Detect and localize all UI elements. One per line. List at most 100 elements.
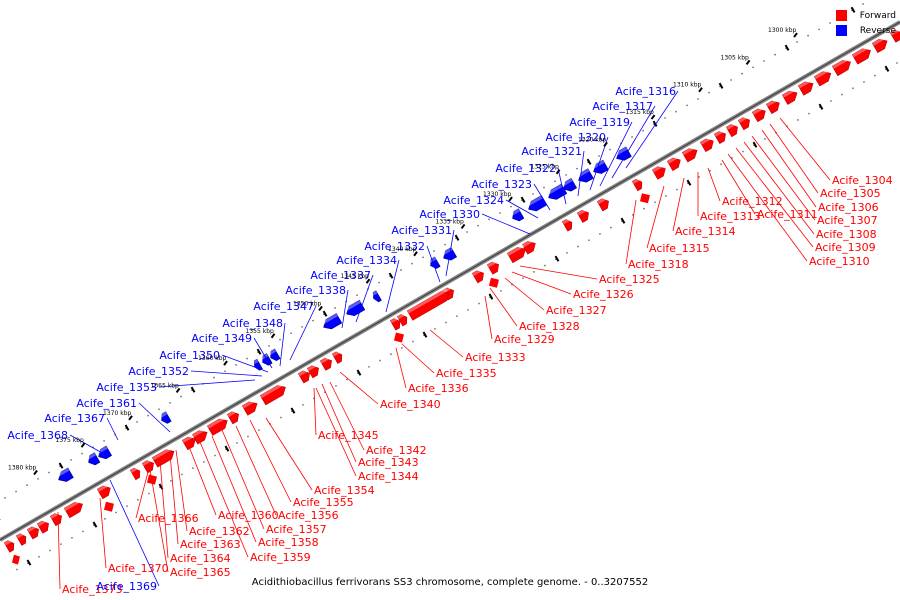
- track-dot: [280, 416, 282, 419]
- track-dot: [302, 403, 304, 406]
- gene-highlight: [509, 208, 520, 217]
- ruler-label: 1300 kbp: [768, 27, 796, 34]
- gene-highlight: [158, 411, 168, 419]
- label-leader: [646, 185, 665, 249]
- track-dot: [334, 307, 336, 309]
- gene-highlight: [55, 468, 70, 478]
- gene-label: Acife_1325: [599, 273, 660, 286]
- gene-label: Acife_1337: [310, 269, 371, 282]
- ruler-label: 1365 kbp: [151, 382, 179, 389]
- forward-gene: [596, 198, 609, 212]
- track-dot: [686, 104, 688, 107]
- label-leader: [289, 305, 317, 361]
- gene-highlight: [832, 57, 850, 69]
- track-dot: [38, 555, 40, 558]
- gene-highlight: [85, 452, 96, 461]
- track-dot: [37, 477, 39, 480]
- label-leader: [313, 387, 317, 436]
- gene-highlight: [242, 398, 256, 409]
- gene-arrow: [251, 358, 263, 371]
- gene-label: Acife_1323: [471, 178, 532, 191]
- track-dot: [81, 452, 83, 455]
- label-leader: [533, 183, 551, 211]
- label-leader: [221, 354, 269, 373]
- reverse-gene: [528, 195, 548, 212]
- gene-arrow: [427, 256, 441, 269]
- track-dot: [852, 87, 854, 90]
- track-dot: [642, 129, 644, 132]
- track-dot: [730, 79, 732, 81]
- gene-highlight: [766, 98, 779, 107]
- gene-arrow: [651, 163, 666, 180]
- label-leader: [249, 419, 292, 503]
- forward-gene: [521, 241, 536, 255]
- track-tick: [356, 369, 362, 376]
- gene-label: Acife_1316: [615, 85, 676, 98]
- reverse-gene: [578, 168, 594, 183]
- gene-label: Acife_1314: [675, 225, 736, 238]
- gene-label: Acife_1348: [222, 317, 283, 330]
- gene-arrow: [241, 398, 258, 416]
- ruler-label: 1340 kbp: [388, 246, 416, 253]
- gene-labels-layer: Acife_1304Acife_1305Acife_1306Acife_1307…: [7, 85, 892, 596]
- gene-label: Acife_1320: [545, 131, 606, 144]
- track-tick: [92, 521, 98, 528]
- track-dot: [26, 484, 28, 487]
- gene-arrow: [681, 145, 698, 163]
- label-leader: [279, 322, 286, 367]
- forward-gene-small: [103, 501, 114, 512]
- label-leader: [329, 381, 365, 451]
- forward-gene: [889, 29, 900, 43]
- map-title: Acidithiobacillus ferrivorans SS3 chromo…: [251, 577, 649, 588]
- forward-gene: [389, 318, 401, 331]
- track-dot: [312, 319, 314, 322]
- label-leader: [769, 123, 819, 194]
- label-leader: [401, 343, 435, 374]
- gene-arrow: [319, 355, 332, 371]
- ruler-tick: [508, 196, 513, 202]
- reverse-gene: [161, 411, 172, 424]
- label-leader: [721, 159, 756, 215]
- gene-arrow: [141, 458, 154, 474]
- track-dot: [610, 226, 612, 229]
- gene-label: Acife_1307: [817, 214, 878, 227]
- track-dot: [577, 245, 579, 248]
- track-dot: [598, 155, 600, 157]
- gene-label: Acife_1329: [494, 333, 555, 346]
- gene-highlight: [714, 129, 725, 137]
- track-dot: [301, 326, 303, 328]
- track-dot: [401, 346, 403, 349]
- track-dot: [774, 53, 776, 56]
- track-tick: [818, 103, 824, 110]
- forward-gene: [506, 246, 526, 264]
- gene-label: Acife_1331: [391, 224, 452, 237]
- gene-highlight: [192, 427, 206, 438]
- gene-highlight: [632, 177, 641, 184]
- forward-gene: [226, 411, 239, 425]
- gene-arrow: [36, 518, 49, 534]
- label-leader: [169, 453, 179, 545]
- gene-label: Acife_1313: [700, 210, 761, 223]
- track-dot: [290, 332, 292, 335]
- gene-arrow: [781, 87, 798, 105]
- forward-gene: [737, 117, 750, 131]
- forward-gene: [15, 533, 27, 546]
- label-leader: [341, 289, 349, 329]
- ruler-label: 1355 kbp: [246, 328, 274, 335]
- track-dot: [466, 231, 468, 233]
- ruler-label: 1335 kbp: [436, 218, 464, 225]
- track-dot: [543, 186, 545, 189]
- gene-highlight: [37, 518, 48, 527]
- forward-gene: [259, 385, 286, 406]
- gene-arrow: [851, 45, 871, 65]
- forward-gene: [181, 436, 196, 451]
- track-dot: [808, 112, 810, 115]
- gene-arrow: [765, 98, 780, 115]
- gene-highlight: [597, 196, 608, 205]
- track-dot: [654, 201, 656, 204]
- gene-arrow: [181, 434, 196, 451]
- track-dot: [544, 264, 546, 267]
- track-tick: [190, 386, 196, 393]
- gene-arrow: [797, 78, 814, 96]
- forward-gene-small: [393, 332, 404, 343]
